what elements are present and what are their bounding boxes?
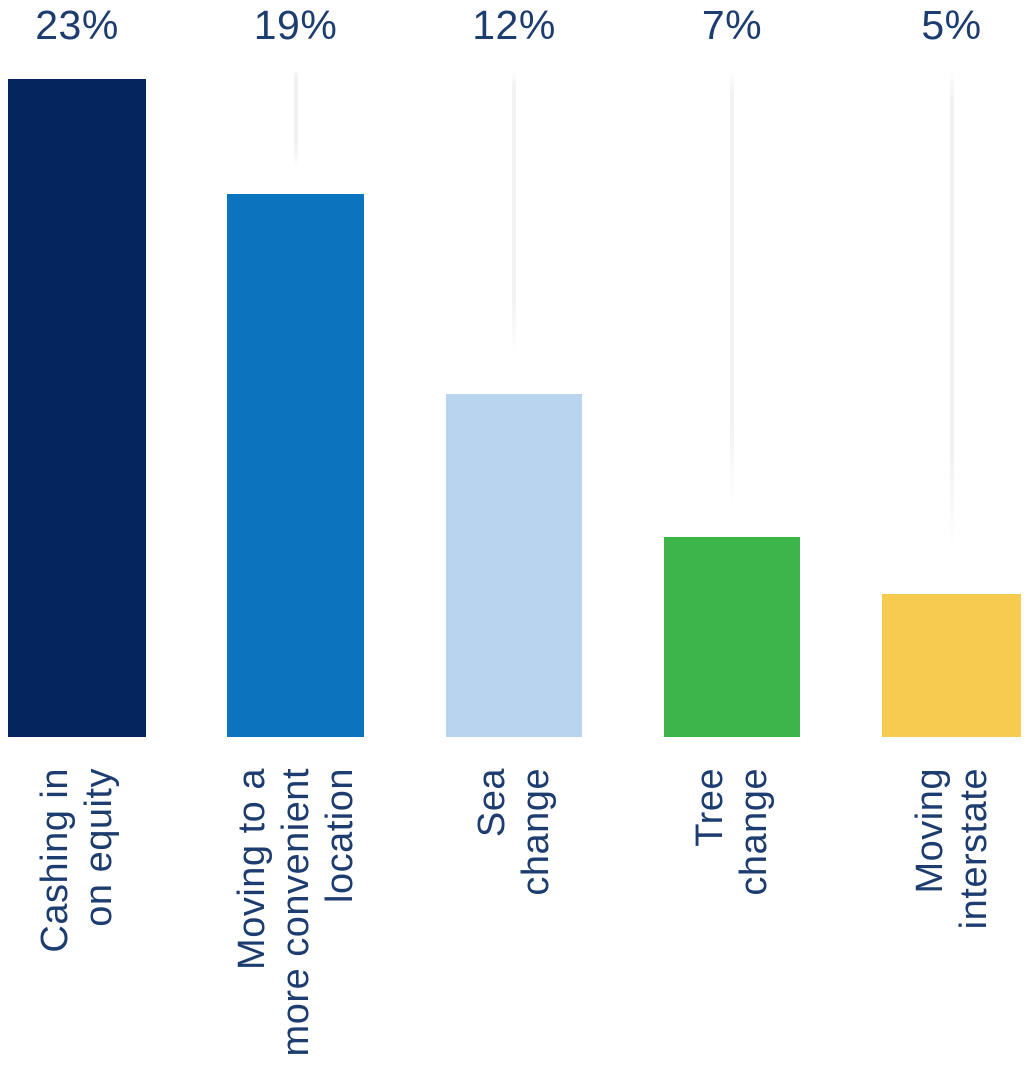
category-label-line: Moving bbox=[909, 768, 951, 894]
category-label: Cashing in on equity bbox=[33, 768, 121, 1088]
category-label-line: Moving to a bbox=[231, 768, 273, 970]
category-label-line: change bbox=[733, 768, 775, 896]
category-label: Moving to a more convenient location bbox=[230, 768, 362, 1088]
value-label: 23% bbox=[35, 2, 119, 48]
value-label: 5% bbox=[921, 2, 982, 48]
bar bbox=[664, 537, 800, 737]
bar bbox=[882, 594, 1021, 737]
value-label: 12% bbox=[472, 2, 556, 48]
category-label-line: Sea bbox=[471, 768, 513, 838]
bar bbox=[227, 194, 364, 737]
gridline bbox=[294, 70, 298, 167]
category-label-line: change bbox=[515, 768, 557, 896]
category-label-line: interstate bbox=[953, 768, 995, 930]
gridline bbox=[512, 70, 516, 355]
gridline bbox=[730, 70, 734, 507]
bar bbox=[446, 394, 582, 737]
category-label: Tree change bbox=[688, 768, 776, 1088]
category-label-line: Cashing in bbox=[34, 768, 76, 953]
gridline bbox=[950, 70, 954, 553]
category-label-line: Tree bbox=[689, 768, 731, 847]
bar bbox=[8, 79, 146, 737]
category-label-line: more convenient bbox=[275, 768, 317, 1057]
value-label: 19% bbox=[253, 2, 338, 48]
value-label: 7% bbox=[701, 2, 763, 48]
category-label: Sea change bbox=[470, 768, 558, 1088]
category-label-line: location bbox=[319, 768, 361, 903]
category-label-line: on equity bbox=[78, 768, 120, 927]
category-label: Moving interstate bbox=[908, 768, 996, 1088]
